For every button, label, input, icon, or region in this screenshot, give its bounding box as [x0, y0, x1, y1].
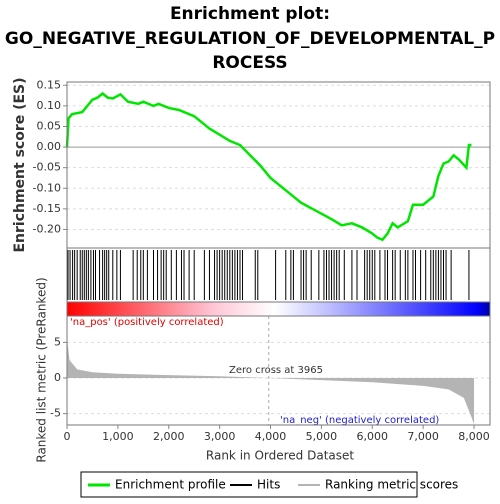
x-tick-label: 7,000: [407, 430, 439, 443]
x-tick-label: 4,000: [255, 430, 287, 443]
y-tick-label: -0.10: [33, 181, 61, 194]
zero-cross-label: Zero cross at 3965: [229, 365, 323, 376]
title: ROCESS: [212, 53, 287, 73]
y-tick-label: -0.15: [33, 202, 61, 215]
es-line: [65, 91, 472, 242]
x-tick-label: 1,000: [102, 430, 134, 443]
y-tick-label: 0: [54, 371, 61, 384]
panel-frame: [66, 315, 491, 426]
x-tick-label: 3,000: [204, 430, 236, 443]
y-axis-label: Ranked list metric (PreRanked): [35, 277, 49, 462]
legend-label: Ranking metric scores: [325, 478, 458, 492]
x-tick-label: 8,000: [458, 430, 490, 443]
x-tick-label: 5,000: [306, 430, 338, 443]
color-bar: [67, 302, 490, 316]
legend-label: Enrichment profile: [115, 478, 226, 492]
panel-frame: [66, 81, 491, 249]
title: Enrichment plot:: [170, 4, 330, 24]
x-tick-label: 2,000: [153, 430, 185, 443]
neg-label: 'na_neg' (negatively correlated): [280, 415, 439, 426]
y-tick-label: 0.05: [37, 119, 62, 132]
y-tick-label: 0.10: [37, 99, 62, 112]
y-tick-label: -0.05: [33, 161, 61, 174]
x-tick-label: 0: [64, 430, 71, 443]
x-axis-label: Rank in Ordered Dataset: [206, 449, 354, 463]
y-tick-label: -5: [50, 407, 61, 420]
metric-area: [67, 338, 475, 425]
y-tick-label: 0.15: [37, 78, 62, 91]
y-tick-label: 5: [54, 335, 61, 348]
title: GO_NEGATIVE_REGULATION_OF_DEVELOPMENTAL_…: [5, 29, 495, 49]
y-axis-label: Enrichment score (ES): [12, 77, 28, 252]
y-tick-label: 0.00: [37, 140, 62, 153]
y-tick-label: -0.20: [33, 222, 61, 235]
pos-label: 'na_pos' (positively correlated): [70, 317, 224, 328]
panel-frame: [66, 247, 491, 303]
legend-label: Hits: [257, 478, 280, 492]
x-tick-label: 6,000: [357, 430, 389, 443]
